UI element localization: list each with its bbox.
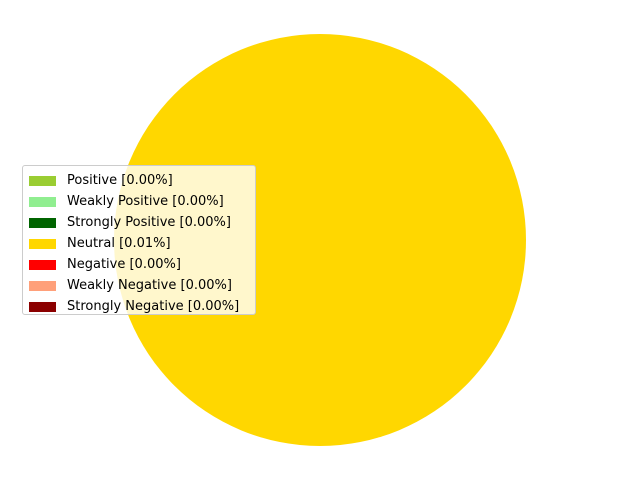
- legend-entry-strongly-positive: Strongly Positive [0.00%]: [29, 212, 248, 233]
- legend-label: Weakly Negative [0.00%]: [67, 278, 232, 293]
- legend-entry-neutral: Neutral [0.01%]: [29, 233, 248, 254]
- legend-swatch: [29, 301, 56, 312]
- legend-swatch: [29, 280, 56, 291]
- legend-entry-weakly-negative: Weakly Negative [0.00%]: [29, 275, 248, 296]
- legend-swatch: [29, 196, 56, 207]
- legend-swatch: [29, 217, 56, 228]
- legend-entry-negative: Negative [0.00%]: [29, 254, 248, 275]
- legend-swatch: [29, 238, 56, 249]
- legend-label: Positive [0.00%]: [67, 173, 173, 188]
- legend-entry-strongly-negative: Strongly Negative [0.00%]: [29, 296, 248, 317]
- legend-entry-positive: Positive [0.00%]: [29, 170, 248, 191]
- chart-legend: Positive [0.00%] Weakly Positive [0.00%]…: [22, 165, 256, 315]
- legend-label: Neutral [0.01%]: [67, 236, 171, 251]
- legend-swatch: [29, 175, 56, 186]
- legend-label: Negative [0.00%]: [67, 257, 181, 272]
- legend-label: Strongly Positive [0.00%]: [67, 215, 231, 230]
- pie-slice-neutral: [114, 34, 526, 446]
- legend-swatch: [29, 259, 56, 270]
- legend-label: Strongly Negative [0.00%]: [67, 299, 240, 314]
- legend-label: Weakly Positive [0.00%]: [67, 194, 224, 209]
- legend-entry-weakly-positive: Weakly Positive [0.00%]: [29, 191, 248, 212]
